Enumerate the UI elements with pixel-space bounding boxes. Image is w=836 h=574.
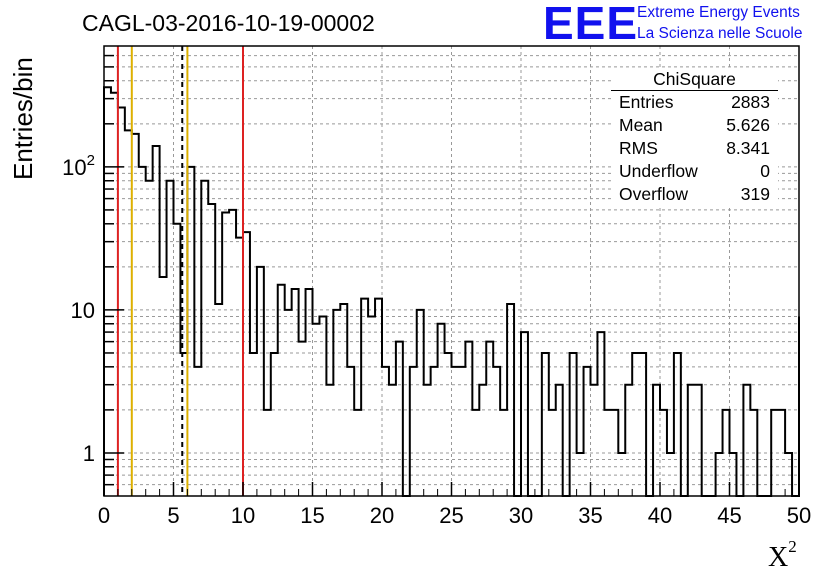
stats-label: RMS bbox=[619, 138, 658, 158]
x-tick-label: 35 bbox=[578, 503, 602, 528]
x-tick-label: 40 bbox=[648, 503, 672, 528]
eee-logo: EEE Extreme Energy Events La Scienza nel… bbox=[543, 0, 836, 49]
logo-mark: EEE bbox=[543, 0, 639, 49]
stats-label: Mean bbox=[619, 115, 663, 135]
x-tick-label: 15 bbox=[300, 503, 324, 528]
stats-value: 0 bbox=[760, 161, 770, 181]
stats-row-rms: RMS 8.341 bbox=[619, 138, 770, 161]
stats-title: ChiSquare bbox=[611, 68, 778, 91]
stats-row-underflow: Underflow 0 bbox=[619, 161, 770, 184]
x-tick-label: 5 bbox=[167, 503, 179, 528]
x-tick-label: 0 bbox=[98, 503, 110, 528]
chart-title: CAGL-03-2016-10-19-00002 bbox=[82, 10, 375, 36]
stats-value: 2883 bbox=[731, 92, 770, 112]
x-tick-label: 30 bbox=[509, 503, 533, 528]
grid-lines bbox=[104, 46, 799, 496]
y-tick-label: 10 bbox=[71, 298, 95, 323]
stats-value: 319 bbox=[740, 184, 770, 204]
stats-row-overflow: Overflow 319 bbox=[619, 184, 770, 207]
stats-value: 5.626 bbox=[726, 115, 770, 135]
stats-row-mean: Mean 5.626 bbox=[619, 115, 770, 138]
x-axis-label: X2 bbox=[768, 537, 797, 573]
logo-line-2: La Scienza nelle Scuole bbox=[637, 25, 803, 42]
marker-lines bbox=[116, 46, 244, 496]
stats-value: 8.341 bbox=[726, 138, 770, 158]
y-axis-label: Entries/bin bbox=[8, 57, 38, 180]
stats-label: Entries bbox=[619, 92, 674, 112]
x-tick-label: 50 bbox=[787, 503, 811, 528]
x-tick-label: 20 bbox=[370, 503, 394, 528]
histogram-series bbox=[103, 86, 800, 497]
stats-label: Overflow bbox=[619, 184, 689, 204]
x-tick-label: 10 bbox=[231, 503, 255, 528]
stats-box: ChiSquare Entries 2883 Mean 5.626 RMS 8.… bbox=[611, 68, 778, 208]
stats-row-entries: Entries 2883 bbox=[619, 92, 770, 115]
y-tick-label: 1 bbox=[83, 441, 95, 466]
stats-label: Underflow bbox=[619, 161, 698, 181]
logo-line-1: Extreme Energy Events bbox=[637, 4, 800, 21]
y-tick-label: 102 bbox=[62, 152, 95, 180]
x-tick-label: 25 bbox=[439, 503, 463, 528]
x-tick-label: 45 bbox=[717, 503, 741, 528]
